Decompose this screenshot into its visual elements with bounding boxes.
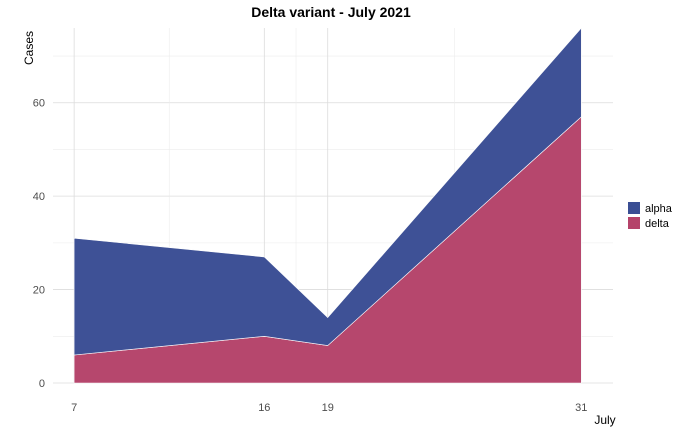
x-tick-label: 7	[71, 402, 77, 414]
x-tick-labels: 7 16 19 31	[71, 402, 587, 414]
chart-title: Delta variant - July 2021	[251, 4, 411, 20]
legend-key-delta	[628, 217, 640, 229]
areas	[73, 27, 582, 384]
y-tick-label: 60	[33, 98, 45, 110]
x-tick-label: 19	[322, 402, 334, 414]
legend-label-delta: delta	[645, 218, 670, 230]
y-axis-label: Cases	[22, 31, 36, 65]
x-axis-label: July	[594, 413, 615, 427]
y-tick-label: 0	[39, 378, 45, 390]
y-tick-labels: 0 20 40 60	[33, 98, 45, 390]
y-tick-label: 20	[33, 285, 45, 297]
legend-key-alpha	[628, 202, 640, 214]
area-alpha	[73, 27, 582, 356]
x-tick-label: 16	[258, 402, 270, 414]
x-tick-label: 31	[575, 402, 587, 414]
legend-label-alpha: alpha	[645, 203, 673, 215]
legend: alpha delta	[628, 202, 673, 230]
y-tick-label: 40	[33, 191, 45, 203]
